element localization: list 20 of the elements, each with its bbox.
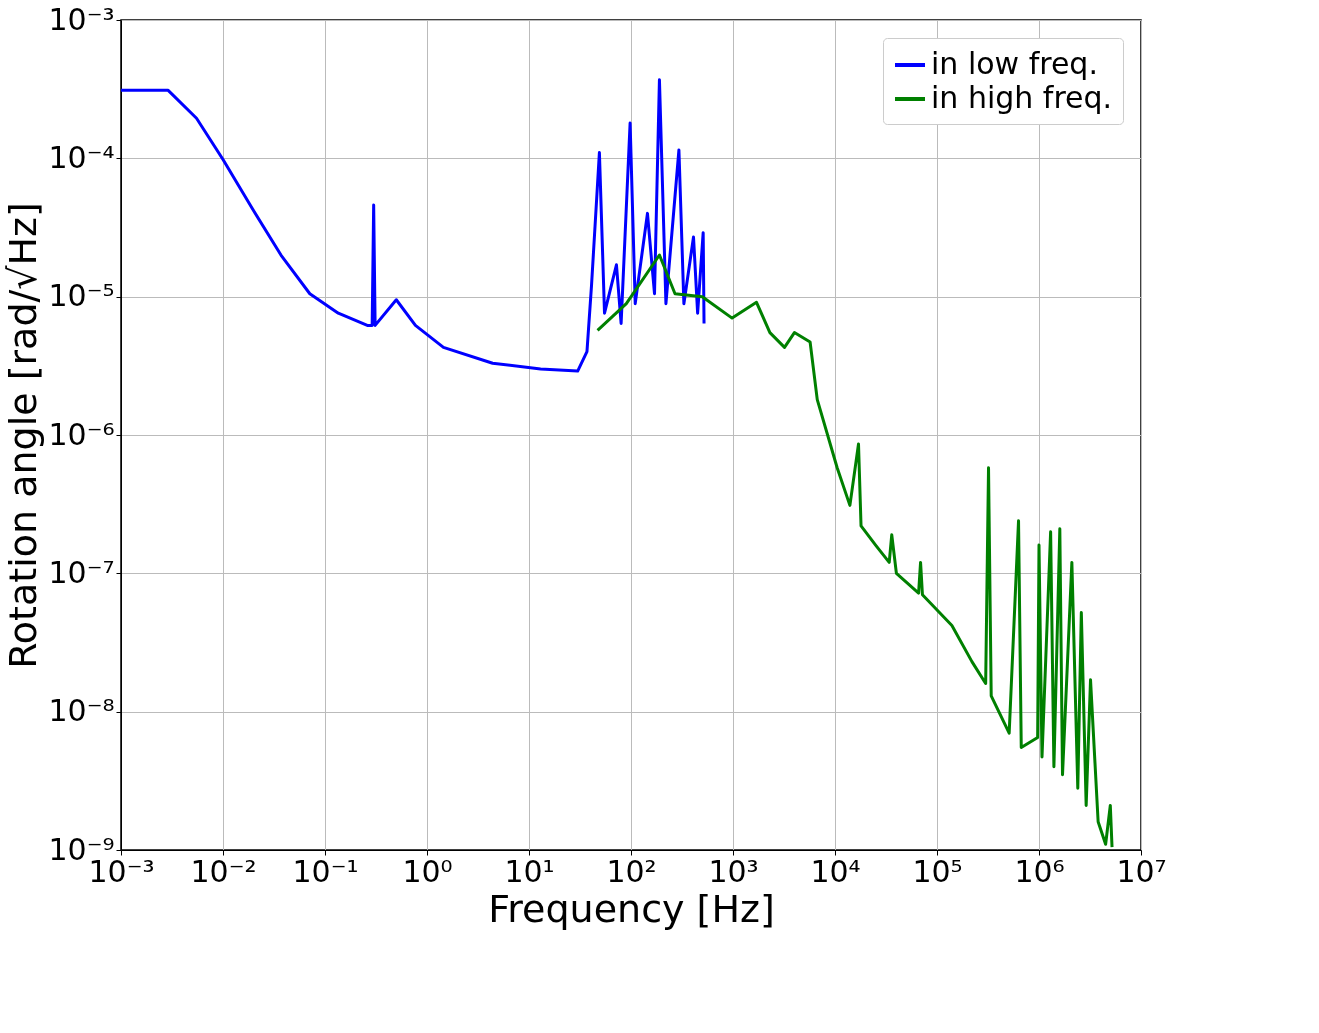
y-tick-label: 10⁻⁶: [48, 416, 115, 452]
x-tick-label: 10²: [606, 853, 657, 889]
legend-label: in low freq.: [931, 46, 1098, 81]
y-tick-label: 10⁻⁷: [48, 554, 115, 590]
x-tick-label: 10⁶: [1014, 853, 1065, 889]
x-tick-label: 10⁴: [810, 853, 861, 889]
x-tick-label: 10⁻²: [190, 853, 257, 889]
y-tick-label: 10⁻⁸: [48, 693, 115, 729]
x-tick-label: 10⁵: [912, 853, 963, 889]
y-axis-title: Rotation angle [rad/√Hz]: [1, 202, 46, 669]
x-tick-label: 10⁻¹: [292, 853, 359, 889]
x-axis-title: Frequency [Hz]: [488, 886, 775, 931]
x-tick-label: 10⁷: [1116, 853, 1167, 889]
y-tick-label: 10⁻³: [48, 1, 115, 37]
y-tick-label: 10⁻⁴: [48, 139, 115, 175]
x-tick-label: 10¹: [504, 853, 555, 889]
legend-label: in high freq.: [931, 80, 1113, 115]
y-tick-label: 10⁻⁵: [48, 278, 115, 314]
x-tick-label: 10⁰: [402, 853, 453, 889]
x-tick-label: 10³: [708, 853, 759, 889]
